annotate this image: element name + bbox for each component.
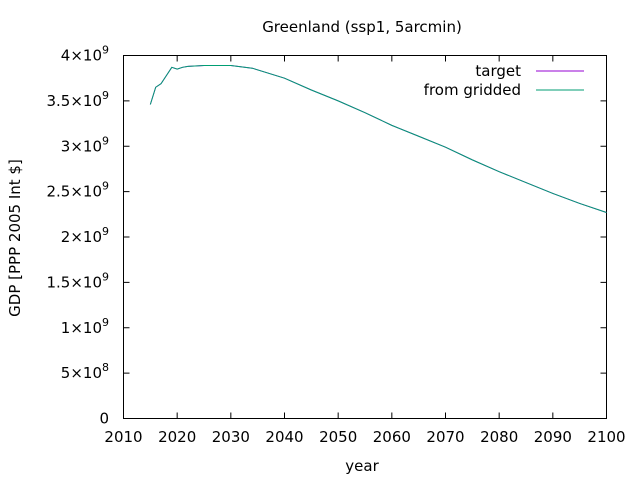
series-lines bbox=[149, 64, 607, 213]
y-tick-label: 2×109 bbox=[61, 225, 109, 246]
y-tick-mantissa: 3.5×10 bbox=[46, 92, 102, 110]
y-tick-mantissa: 2×10 bbox=[61, 228, 102, 246]
y-tick-label: 2.5×109 bbox=[46, 180, 109, 201]
y-axis-label: GDP [PPP 2005 Int $] bbox=[6, 159, 24, 317]
chart-title: Greenland (ssp1, 5arcmin) bbox=[262, 18, 462, 36]
x-tick-label: 2100 bbox=[587, 428, 625, 446]
y-tick-label: 0 bbox=[99, 410, 109, 428]
y-tick-exponent: 9 bbox=[102, 225, 109, 238]
x-axis-label: year bbox=[345, 457, 379, 475]
x-tick-label: 2060 bbox=[373, 428, 411, 446]
y-tick-exponent: 9 bbox=[102, 134, 109, 147]
y-tick-mantissa: 5×10 bbox=[61, 364, 102, 382]
y-tick-label: 1×109 bbox=[61, 316, 109, 337]
y-tick-exponent: 8 bbox=[102, 361, 109, 374]
x-tick-label: 2020 bbox=[158, 428, 196, 446]
y-tick-exponent: 9 bbox=[102, 180, 109, 193]
y-tick-mantissa: 4×10 bbox=[61, 47, 102, 65]
x-tick-label: 2050 bbox=[319, 428, 357, 446]
y-tick-mantissa: 0 bbox=[99, 410, 109, 428]
y-tick-label: 3.5×109 bbox=[46, 89, 109, 110]
legend-label: target bbox=[475, 62, 521, 80]
y-tick-label: 3×109 bbox=[61, 134, 109, 155]
series-line-0 bbox=[149, 64, 607, 213]
y-tick-mantissa: 1×10 bbox=[61, 319, 102, 337]
y-tick-exponent: 9 bbox=[102, 89, 109, 102]
y-tick-mantissa: 3×10 bbox=[61, 137, 102, 155]
series-line-1 bbox=[149, 64, 607, 213]
axis-ticks: 2010 2020 2030 2040 2050 2060 2070 2080 2090 2100… bbox=[46, 44, 625, 447]
x-tick-label: 2070 bbox=[426, 428, 464, 446]
y-tick-exponent: 9 bbox=[102, 270, 109, 283]
y-tick-exponent: 9 bbox=[102, 44, 109, 57]
x-tick-label: 2080 bbox=[480, 428, 518, 446]
x-tick-label: 2010 bbox=[104, 428, 142, 446]
y-tick-label: 4×109 bbox=[61, 44, 109, 65]
x-tick-label: 2030 bbox=[212, 428, 250, 446]
y-tick-mantissa: 1.5×10 bbox=[46, 273, 102, 291]
y-tick-label: 5×108 bbox=[61, 361, 109, 382]
y-tick-mantissa: 2.5×10 bbox=[46, 183, 102, 201]
legend-label: from gridded bbox=[424, 81, 521, 99]
plot-frame bbox=[123, 55, 607, 419]
x-tick-label: 2040 bbox=[265, 428, 303, 446]
y-tick-exponent: 9 bbox=[102, 316, 109, 329]
x-tick-label: 2090 bbox=[534, 428, 572, 446]
y-tick-label: 1.5×109 bbox=[46, 270, 109, 291]
